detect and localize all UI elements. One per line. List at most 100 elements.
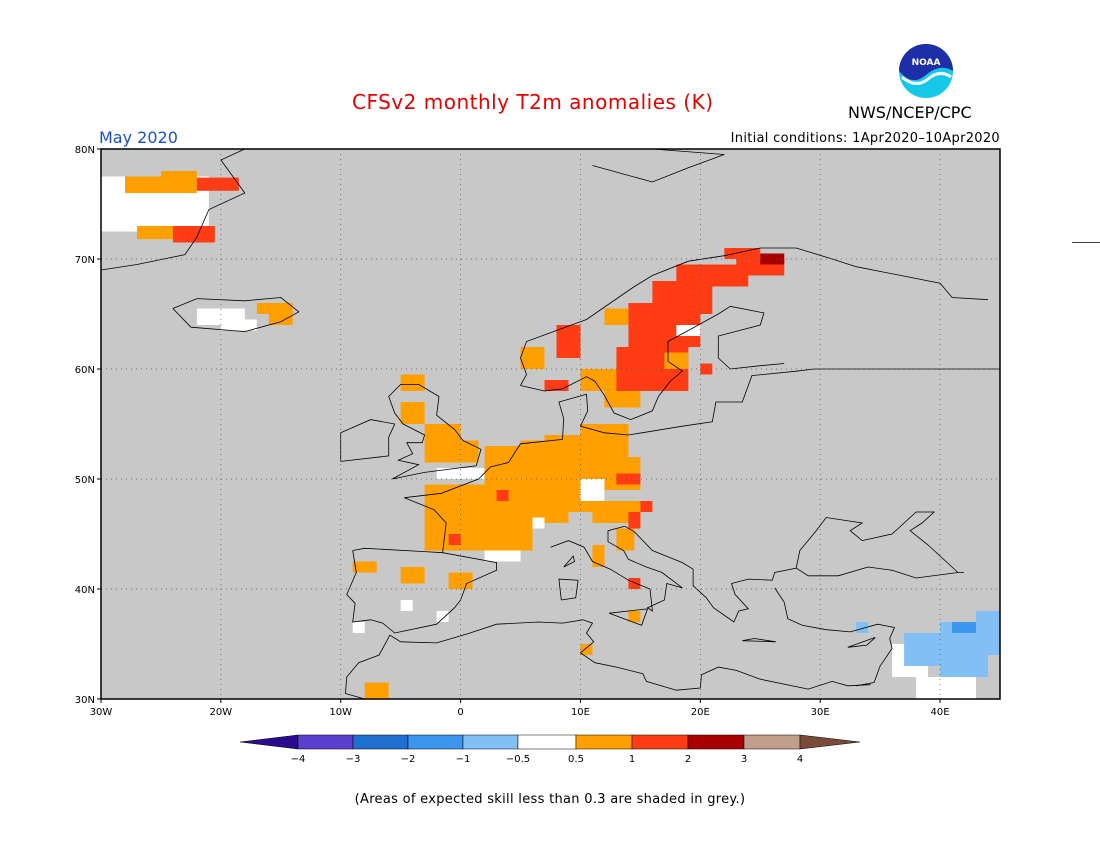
- chart-title: CFSv2 monthly T2m anomalies (K): [352, 90, 714, 114]
- colorbar-arrow-high: [799, 734, 861, 750]
- colorbar-swatch: [743, 734, 801, 750]
- lon-label: 30W: [90, 707, 113, 718]
- colorbar-swatch: [575, 734, 633, 750]
- anomaly-cell: [532, 517, 545, 529]
- colorbar-swatch: [462, 734, 519, 750]
- anomaly-cell: [592, 545, 605, 567]
- coastline: [558, 578, 579, 601]
- anomaly-cell: [196, 177, 239, 191]
- anomaly-cell: [628, 578, 641, 589]
- anomaly-cell: [724, 248, 761, 259]
- map-frame: [100, 148, 1001, 700]
- month-label: May 2020: [99, 128, 178, 147]
- footnote: (Areas of expected skill less than 0.3 a…: [354, 792, 746, 807]
- anomaly-cell: [424, 484, 533, 551]
- latitude-labels: 30N 40N 50N 60N 70N 80N: [75, 145, 101, 706]
- colorbar-label: −1: [456, 754, 471, 765]
- anomaly-cell: [604, 308, 629, 325]
- coastline: [592, 148, 725, 183]
- colorbar-swatch: [687, 734, 745, 750]
- colorbar-swatch: [407, 734, 464, 750]
- lat-label: 40N: [75, 585, 95, 596]
- colorbar-label: −0.5: [506, 754, 530, 765]
- coastline: [520, 247, 989, 386]
- anomaly-cell: [436, 611, 449, 622]
- colorbar-label: 0.5: [568, 754, 584, 765]
- longitude-labels: 30W 20W 10W 0 10E 20E 30E 40E: [90, 699, 950, 718]
- colorbar-swatch: [517, 734, 577, 750]
- lon-label: 10W: [329, 707, 352, 718]
- anomaly-cell: [400, 567, 425, 584]
- coastline: [847, 637, 876, 648]
- colorbar-label: 2: [685, 754, 691, 765]
- coastline: [340, 419, 396, 462]
- colorbar-label: 1: [629, 754, 635, 765]
- coastline: [100, 148, 246, 271]
- coastline: [563, 555, 575, 568]
- lon-label: 0: [457, 707, 463, 718]
- anomaly-cell: [484, 550, 509, 562]
- lon-label: 30E: [811, 707, 830, 718]
- anomaly-cell: [400, 374, 425, 391]
- anomaly-cell: [220, 319, 257, 331]
- anomaly-cell: [676, 264, 749, 287]
- anomaly-cell: [424, 424, 461, 463]
- coastline: [742, 638, 776, 643]
- colorbar-label: 4: [797, 754, 803, 765]
- colorbar-arrow-low: [239, 734, 299, 750]
- lat-label: 80N: [75, 145, 95, 156]
- coastline: [345, 619, 871, 700]
- anomaly-cell: [976, 611, 1000, 655]
- colorbar-swatch: [631, 734, 689, 750]
- colorbar-label: −3: [346, 754, 361, 765]
- anomaly-cell: [520, 347, 545, 369]
- lat-label: 50N: [75, 475, 95, 486]
- anomaly-cell: [436, 468, 485, 479]
- anomaly-cell: [952, 622, 977, 633]
- anomaly-cell: [352, 561, 377, 573]
- anomaly-cell: [580, 424, 629, 457]
- anomaly-cell: [352, 622, 365, 633]
- anomaly-cell: [364, 682, 389, 699]
- anomaly-cells: [101, 171, 1000, 699]
- coastline: [550, 525, 683, 612]
- anomaly-cell: [856, 622, 869, 633]
- colorbar-label: −2: [401, 754, 416, 765]
- colorbar-swatch: [297, 734, 354, 750]
- anomaly-cell: [256, 303, 293, 314]
- anomaly-cell: [628, 512, 641, 529]
- coastline: [774, 587, 896, 687]
- anomaly-cell: [616, 528, 635, 551]
- lon-label: 20E: [691, 707, 710, 718]
- logo-text: NOAA: [912, 58, 941, 68]
- coastline: [346, 547, 497, 634]
- anomaly-cell: [628, 611, 641, 622]
- lat-label: 30N: [75, 695, 95, 706]
- colorbar: −4 −3 −2 −1 −0.5 0.5 1 2 3 4: [239, 734, 861, 765]
- anomaly-cell: [664, 352, 689, 369]
- lon-label: 40E: [931, 707, 950, 718]
- colorbar-label: −4: [291, 754, 306, 765]
- agency-label: NWS/NCEP/CPC: [848, 103, 972, 122]
- lat-label: 70N: [75, 255, 95, 266]
- anomaly-cell: [616, 473, 641, 485]
- anomaly-cell: [580, 479, 605, 501]
- anomaly-cell: [400, 600, 413, 611]
- map-background: [101, 149, 1000, 699]
- anomaly-cell: [760, 253, 785, 265]
- anomaly-cell: [556, 325, 581, 358]
- anomaly-cell: [400, 402, 425, 424]
- coastlines: [100, 148, 1100, 700]
- coastline: [609, 608, 649, 626]
- anomaly-cell: [496, 490, 509, 501]
- lat-label: 60N: [75, 365, 95, 376]
- coastline: [520, 305, 785, 421]
- anomaly-cell: [160, 171, 197, 182]
- coastline: [388, 384, 482, 480]
- coastline: [624, 511, 964, 623]
- coastline: [795, 566, 959, 579]
- colorbar-swatch: [352, 734, 409, 750]
- noaa-logo-icon: NOAA: [897, 42, 955, 100]
- anomaly-cell: [448, 534, 461, 545]
